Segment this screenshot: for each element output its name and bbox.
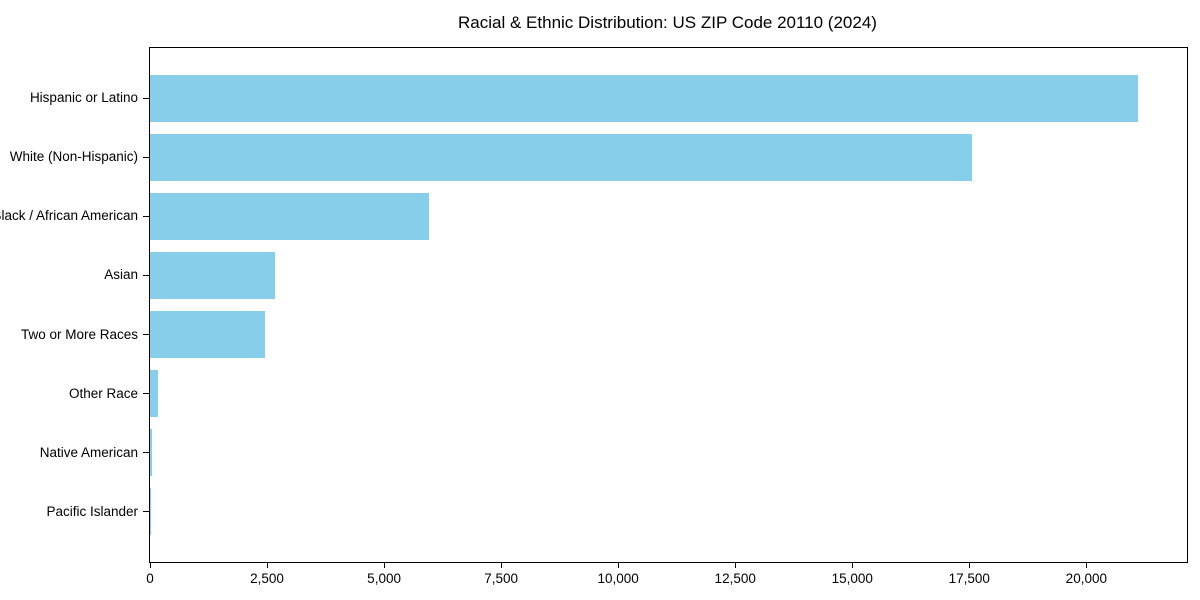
plot-area: Hispanic or Latino White (Non-Hispanic) Bl… [0,47,1188,586]
x-tick-label: 12,500 [714,571,756,586]
y-tick-label: Hispanic or Latino [29,90,138,106]
y-tick-label: Two or More Races [20,326,138,342]
y-tick-label: White (Non-Hispanic) [9,149,138,165]
x-tick-label: 7,500 [484,571,519,586]
bar [150,192,429,240]
bar [150,74,1138,122]
y-tick-label: Black / African American [0,208,138,224]
x-tick-label: 5,000 [367,571,401,586]
x-tick-mark [149,563,151,568]
y-tick-label: Native American [39,444,138,460]
y-tick-mark [143,215,149,217]
y-tick-mark [143,97,149,99]
y-tick-mark [143,334,149,336]
y-tick-mark [143,274,149,276]
bar [150,429,153,477]
x-tick-mark [617,563,619,568]
y-tick-mark [143,393,149,395]
x-tick-mark [968,563,970,568]
x-tick-mark [1085,563,1087,568]
x-tick-mark [266,563,268,568]
y-tick-label: Pacific Islander [46,503,138,519]
x-tick-mark [851,563,853,568]
y-tick-mark [143,452,149,454]
x-tick-label: 10,000 [597,571,639,586]
bar [150,369,159,418]
x-tick-mark [734,563,736,568]
chart-title: Racial & Ethnic Distribution: US ZIP Cod… [458,13,877,32]
x-tick-mark [383,563,385,568]
x-tick-label: 15,000 [831,571,873,586]
x-tick-label: 20,000 [1065,571,1107,586]
x-tick-label: 17,500 [948,571,990,586]
x-tick-mark [500,563,502,568]
x-tick-label: 0 [146,571,154,586]
y-tick-label: Other Race [68,385,138,401]
y-tick-mark [143,156,149,158]
y-tick-label: Asian [104,267,138,283]
bar [150,310,265,359]
bar [150,133,972,181]
x-tick-label: 2,500 [250,571,284,586]
bar [150,251,276,300]
y-tick-mark [143,511,149,513]
